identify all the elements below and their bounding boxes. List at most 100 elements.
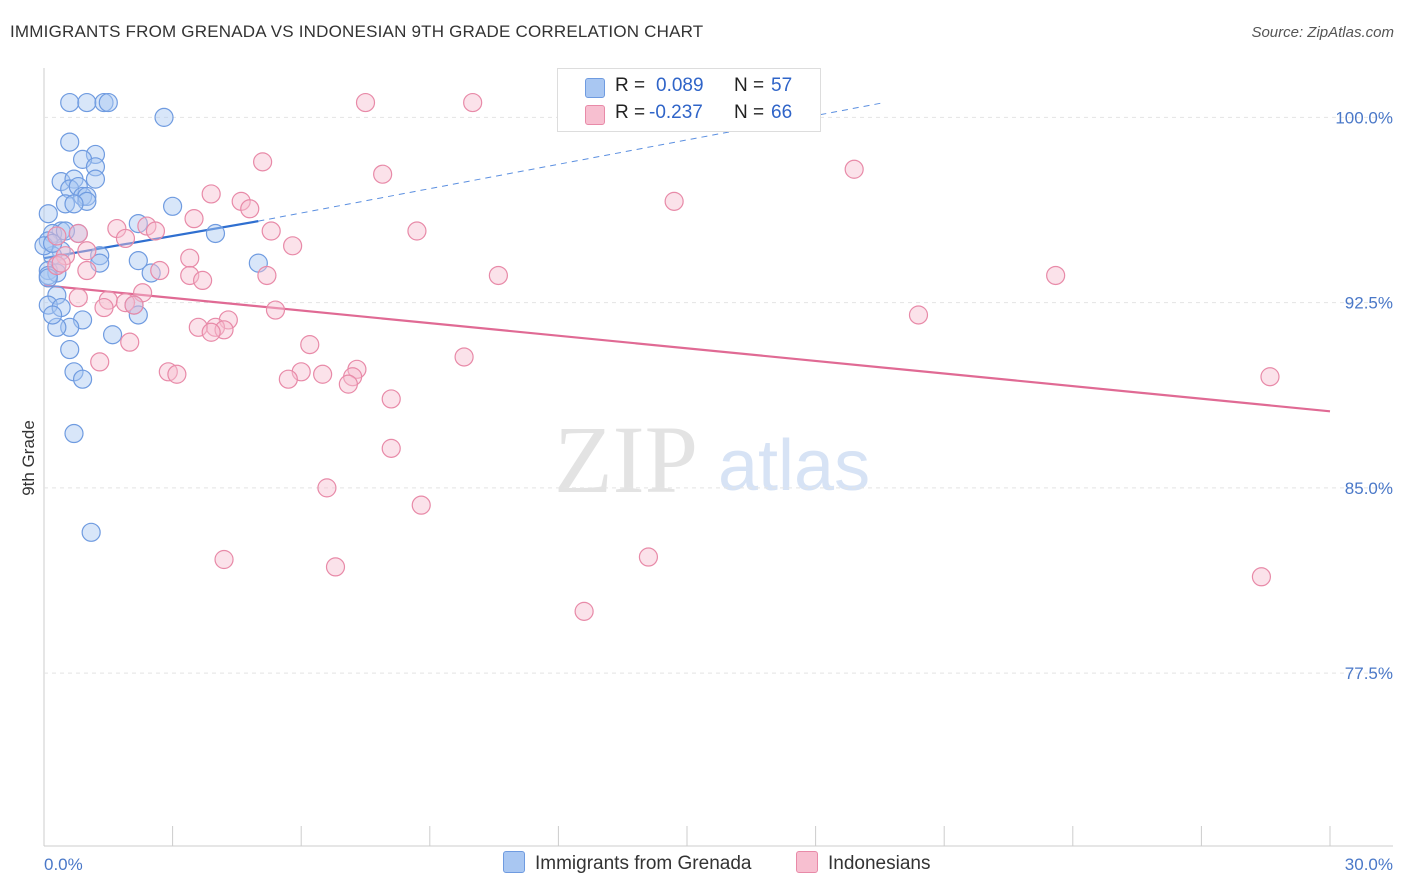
indonesians-point [338,374,358,394]
stats-legend: R = 0.089 N = 57 R = -0.237 N = 66 [557,68,821,132]
indonesians-point [167,364,187,384]
indonesians-point [313,364,333,384]
indonesians-point [253,152,273,172]
y-tick-labels: 100.0% 92.5% 85.0% 77.5% [1335,108,1393,683]
trend-lines [43,102,1331,413]
indonesians-point [257,265,277,286]
x-tick-labels: 0.0% 30.0% [44,855,1393,874]
grenada-point [60,132,80,152]
grenada-point [98,92,118,113]
legend-swatch-indonesians [585,105,605,125]
indonesians-point [574,601,594,621]
y-tick-label: 77.5% [1345,664,1393,683]
grenada-point [72,369,93,389]
indonesians-point [908,305,929,325]
indonesians-point [283,236,303,256]
indonesians-point [214,549,234,570]
indonesians-point [261,221,281,241]
bottom-legend-label: Immigrants from Grenada [535,853,752,874]
grenada-point [60,339,80,360]
grenada-point [154,107,174,127]
x-tick-label: 30.0% [1345,855,1393,874]
indonesians-point [664,191,684,211]
indonesians-point [47,226,67,246]
grenada-point [128,251,148,271]
indonesians-point [381,438,401,458]
bottom-legend-indonesians: Indonesians [796,851,930,875]
bottom-legend-label: Indonesians [828,853,931,874]
grenada-point [94,92,114,113]
indonesians-point [124,295,144,315]
legend-swatch-grenada [585,78,605,98]
legend-n-value: 57 [771,75,793,96]
bottom-swatch-indonesians [796,851,818,873]
grenada-point [38,204,58,224]
grenada-point [64,423,84,444]
indonesians-point [1046,265,1066,286]
indonesians-point [188,317,208,337]
indonesians-point [94,297,114,318]
indonesians-point [325,557,346,577]
indonesians-point [180,248,200,268]
legend-r-label: R = [615,102,646,123]
legend-r-label: R = [615,75,646,96]
grenada-point [60,92,80,113]
grenada-point [163,196,183,216]
bottom-swatch-grenada [503,851,525,873]
chart-title: IMMIGRANTS FROM GRENADA VS INDONESIAN 9T… [10,22,704,41]
indonesians-point [68,223,88,244]
indonesians-point [184,209,204,229]
indonesians-point [407,221,427,241]
y-axis-label: 9th Grade [19,420,38,496]
legend-n-value: 66 [771,102,793,123]
indonesians-point [317,478,337,498]
grenada-point [128,305,148,325]
indonesians-point [145,221,166,241]
indonesians-point [120,332,140,352]
indonesians-point [454,347,474,367]
legend-r-value: -0.237 [649,102,703,123]
indonesians-point [381,389,401,409]
legend-row-grenada: R = 0.089 N = 57 [558,74,818,100]
x-axis-ticks [43,826,1331,846]
indonesians-point [201,184,221,204]
grenada-point [81,522,101,542]
indonesians-point [77,260,97,281]
indonesians-point [193,270,213,291]
y-tick-label: 100.0% [1335,108,1393,127]
watermark-atlas: atlas [718,426,870,506]
indonesians-point [488,265,508,286]
x-tick-label: 0.0% [44,855,83,874]
y-tick-label: 92.5% [1345,294,1393,313]
grenada-point [47,317,67,337]
legend-row-indonesians: R = -0.237 N = 66 [558,101,818,127]
indonesians-point [1251,567,1272,587]
grenada-point [205,223,226,244]
grenada-point [42,305,63,325]
indonesians-trend-line [43,284,1331,413]
legend-n-label: N = [734,75,765,96]
y-tick-label: 85.0% [1345,479,1393,498]
grenada-point [77,92,97,113]
data-points [34,92,1280,621]
bottom-legend-grenada: Immigrants from Grenada [503,851,751,875]
indonesians-point [180,265,200,286]
indonesians-point [51,253,71,273]
indonesians-point [68,288,88,308]
indonesians-point [1260,367,1280,387]
source-label: Source: ZipAtlas.com [1251,24,1394,41]
legend-r-value: 0.089 [656,75,704,96]
indonesians-point [411,495,431,515]
grenada-point [64,194,84,214]
indonesians-point [355,92,376,113]
indonesians-point [240,199,260,219]
indonesians-point [463,92,483,113]
indonesians-point [844,159,864,179]
indonesians-point [77,241,97,261]
indonesians-point [265,300,286,320]
indonesians-point [638,547,659,567]
indonesians-point [300,335,320,355]
indonesians-point [115,228,136,249]
indonesians-point [90,352,110,372]
